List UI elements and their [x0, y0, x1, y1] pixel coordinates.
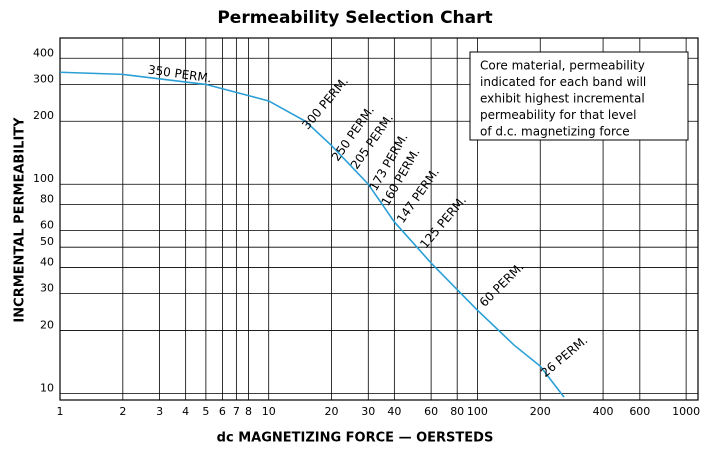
x-tick-label: 2	[119, 405, 126, 418]
y-tick-label: 10	[40, 381, 54, 394]
curve	[59, 71, 565, 398]
x-tick-label: 60	[424, 405, 438, 418]
x-tick-label: 4	[182, 405, 189, 418]
band-label: 300 PERM.	[299, 74, 351, 132]
note-box	[469, 51, 689, 141]
y-tick-label: 60	[40, 219, 54, 232]
band-label: 125 PERM.	[417, 193, 469, 251]
y-tick-label: 300	[33, 72, 54, 85]
chart-title: Permeability Selection Chart	[217, 8, 492, 28]
x-tick-label: 8	[245, 405, 252, 418]
band-label: 26 PERM.	[538, 333, 590, 380]
x-tick-label: 600	[629, 405, 650, 418]
x-tick-label: 5	[202, 405, 209, 418]
note-line: exhibit highest incremental	[480, 92, 645, 106]
note-line: Core material, permeability	[480, 59, 645, 73]
y-tick-label: 400	[33, 46, 54, 59]
x-tick-label: 1	[57, 405, 64, 418]
note-line: of d.c. magnetizing force	[480, 125, 630, 139]
y-tick-label: 50	[40, 235, 54, 248]
y-tick-label: 100	[33, 172, 54, 185]
x-tick-label: 10	[262, 405, 276, 418]
y-tick-label: 200	[33, 109, 54, 122]
y-tick-label: 30	[40, 282, 54, 295]
x-tick-label: 3	[156, 405, 163, 418]
x-tick-label: 400	[593, 405, 614, 418]
x-tick-label: 20	[325, 405, 339, 418]
x-tick-label: 7	[233, 405, 240, 418]
x-tick-label: 40	[387, 405, 401, 418]
plot-frame	[59, 37, 699, 401]
note-line: indicated for each band will	[480, 75, 646, 89]
x-tick-label: 80	[450, 405, 464, 418]
note-line: permeability for that level	[480, 108, 636, 122]
x-tick-label: 6	[219, 405, 226, 418]
y-axis-label: INCRMENTAL PERMEABILITY	[13, 117, 28, 323]
x-tick-label: 30	[361, 405, 375, 418]
x-tick-label: 200	[530, 405, 551, 418]
x-tick-label: 1000	[672, 405, 700, 418]
x-tick-label: 100	[467, 405, 488, 418]
y-tick-label: 40	[40, 255, 54, 268]
x-axis-label: dc MAGNETIZING FORCE — OERSTEDS	[217, 431, 494, 446]
y-tick-label: 80	[40, 192, 54, 205]
y-tick-label: 20	[40, 318, 54, 331]
